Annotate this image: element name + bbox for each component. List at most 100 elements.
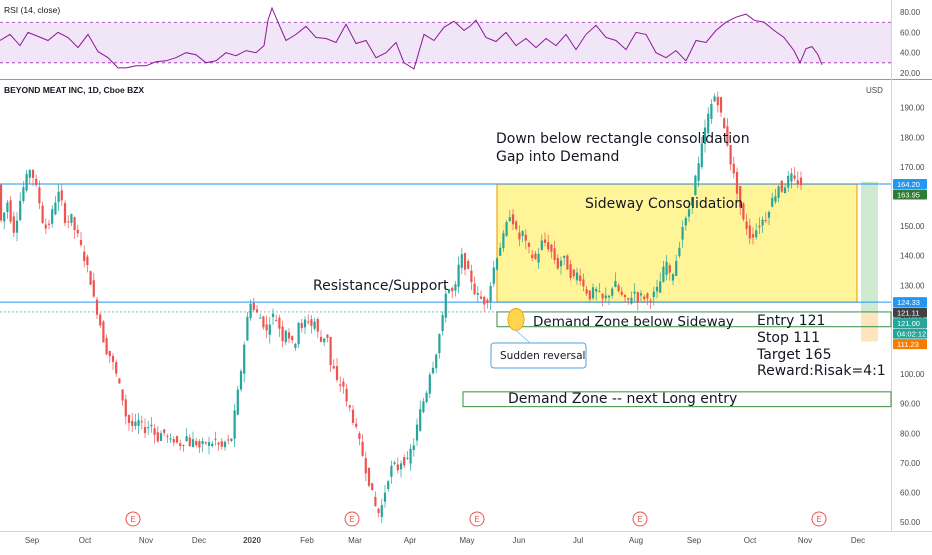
candle-body xyxy=(678,247,681,257)
candle-body xyxy=(105,338,108,355)
candle-body xyxy=(652,291,655,298)
candle-body xyxy=(19,200,22,220)
price-badge-label: 111.23 xyxy=(897,340,919,349)
candle-body xyxy=(348,405,351,408)
candle-body xyxy=(243,344,246,374)
candle-body xyxy=(319,336,323,342)
candle-body xyxy=(617,285,620,292)
candle-body xyxy=(3,212,6,222)
candle-body xyxy=(355,423,358,427)
rsi-pane: RSI (14, close) 20.00 40.00 60.00 80.00 xyxy=(0,5,921,78)
candle-body xyxy=(716,96,719,106)
candle-body xyxy=(380,505,383,517)
candle-body xyxy=(550,244,553,252)
ratio-label: Reward:Risak=4:1 xyxy=(757,363,886,379)
candle-body xyxy=(137,419,140,426)
candle-body xyxy=(323,338,326,343)
consolidation-note-line1: Down below rectangle consolidation xyxy=(496,131,750,147)
candle-body xyxy=(483,296,486,305)
candle-body xyxy=(787,175,790,188)
candle-body xyxy=(227,439,230,441)
candle-body xyxy=(79,239,83,245)
candle-body xyxy=(489,285,492,302)
candle-body xyxy=(259,317,262,319)
candle-body xyxy=(646,293,649,299)
candle-body xyxy=(796,180,799,185)
price-badge xyxy=(893,307,927,318)
candle-body xyxy=(150,424,153,427)
candle-body xyxy=(707,113,710,134)
time-tick-label: Jun xyxy=(513,536,526,545)
candle-body xyxy=(28,170,31,178)
candle-body xyxy=(124,399,127,417)
candle-body xyxy=(556,257,559,269)
candle-body xyxy=(553,248,556,260)
candle-body xyxy=(15,220,19,233)
price-badge-label: 121.00 xyxy=(897,319,920,328)
candle-body xyxy=(575,272,579,281)
candle-body xyxy=(95,299,99,315)
candle-body xyxy=(719,97,723,113)
candle-body xyxy=(70,213,73,223)
candle-body xyxy=(441,314,444,332)
candle-body xyxy=(403,457,406,466)
candle-body xyxy=(131,420,134,426)
candle-body xyxy=(38,187,41,204)
candle-body xyxy=(211,443,214,447)
candle-body xyxy=(492,267,495,284)
candle-body xyxy=(659,281,662,293)
candle-body xyxy=(665,261,668,275)
candle-body xyxy=(255,309,259,313)
candle-body xyxy=(185,436,188,442)
candle-body xyxy=(623,294,627,298)
candle-body xyxy=(297,322,300,345)
price-badge xyxy=(893,297,927,308)
target-zone[interactable] xyxy=(861,181,878,312)
candle-body xyxy=(342,381,345,387)
candle-body xyxy=(668,265,671,273)
candle-body xyxy=(563,255,566,258)
stop-label: Stop 111 xyxy=(757,330,820,346)
candle-body xyxy=(217,442,220,445)
candle-body xyxy=(76,229,79,234)
price-pane: BEYOND MEAT INC, 1D, Cboe BZX USD 50.00 6… xyxy=(0,85,927,527)
candle-body xyxy=(476,293,479,295)
candle-body xyxy=(675,260,678,277)
time-tick-label: May xyxy=(459,536,474,545)
sideway-consolidation-zone[interactable] xyxy=(496,183,858,303)
candle-body xyxy=(291,336,294,341)
candle-body xyxy=(115,362,118,374)
price-tick-label: 180.00 xyxy=(900,133,925,142)
reversal-callout-leader xyxy=(515,329,531,344)
time-tick-label: Mar xyxy=(348,536,362,545)
candle-body xyxy=(396,464,399,471)
time-tick-label: Oct xyxy=(79,536,92,545)
demand-zone-next-entry[interactable] xyxy=(462,391,892,408)
candle-body xyxy=(89,271,92,285)
earnings-marker-label: E xyxy=(349,515,354,524)
candle-body xyxy=(761,219,764,226)
candle-body xyxy=(156,432,159,442)
candle-body xyxy=(278,317,281,329)
candle-body xyxy=(371,483,374,491)
candle-body xyxy=(681,226,684,240)
price-badge-label: 04:02:12 xyxy=(897,329,926,338)
candle-body xyxy=(51,209,54,224)
candle-body xyxy=(569,264,572,278)
candle-body xyxy=(505,222,508,236)
candle-body xyxy=(175,436,179,443)
time-tick-label: Dec xyxy=(851,536,865,545)
reversal-callout[interactable] xyxy=(490,342,587,369)
earnings-marker xyxy=(125,511,141,527)
reversal-marker[interactable] xyxy=(507,307,525,331)
price-tick-label: 70.00 xyxy=(900,459,921,468)
candle-body xyxy=(636,292,639,303)
candle-body xyxy=(300,323,303,329)
candle-body xyxy=(713,96,716,102)
price-tick-label: 140.00 xyxy=(900,252,925,261)
candle-body xyxy=(361,441,364,456)
candle-body xyxy=(607,295,611,298)
